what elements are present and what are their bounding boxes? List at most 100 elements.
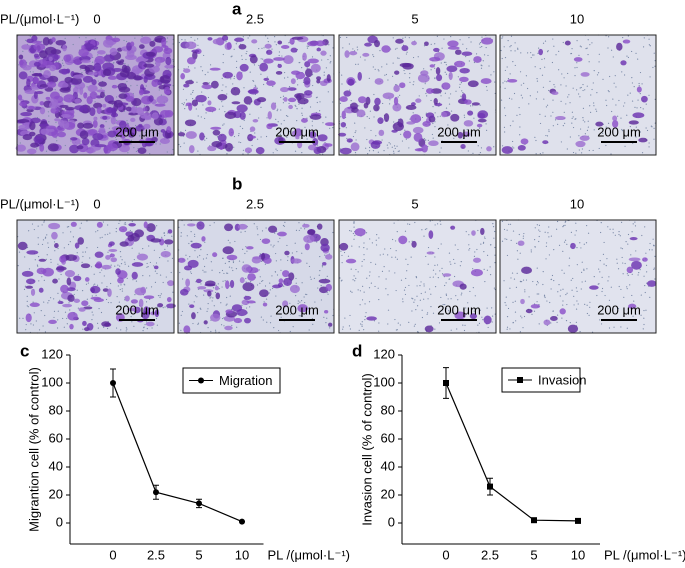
speck [444, 303, 446, 306]
cell [47, 143, 59, 152]
cell [33, 43, 46, 51]
speck [67, 243, 70, 246]
cell [78, 307, 86, 312]
speck [215, 291, 217, 294]
cell [290, 258, 302, 264]
cell [289, 284, 300, 294]
speck [146, 328, 148, 330]
cell [188, 145, 195, 154]
speck [297, 302, 299, 305]
cell [151, 79, 159, 87]
speck [159, 296, 161, 298]
cell [38, 287, 44, 293]
cell [143, 123, 151, 130]
speck [642, 46, 645, 48]
speck [254, 84, 256, 86]
speck [485, 46, 487, 49]
speck [340, 116, 342, 118]
speck [528, 296, 530, 298]
cell [204, 283, 216, 287]
speck [190, 230, 192, 233]
speck [36, 148, 38, 150]
cell [145, 51, 156, 57]
cell [249, 55, 258, 64]
speck [209, 64, 212, 66]
cell [457, 131, 463, 139]
speck [278, 51, 281, 53]
cell [270, 102, 277, 110]
cell [238, 44, 247, 50]
speck [106, 286, 108, 288]
speck [185, 254, 187, 256]
cell [345, 258, 357, 264]
speck [543, 294, 546, 296]
speck [394, 147, 396, 150]
speck [286, 136, 288, 138]
speck [359, 56, 362, 58]
cell [211, 141, 223, 148]
cell [403, 130, 412, 139]
speck [393, 121, 395, 123]
speck [484, 237, 486, 240]
speck [479, 151, 482, 154]
cell [69, 323, 74, 330]
speck [236, 60, 238, 62]
speck [130, 316, 132, 318]
speck [121, 290, 124, 292]
cell [401, 45, 409, 52]
speck [207, 308, 209, 310]
speck [87, 282, 89, 284]
speck [491, 321, 493, 323]
speck [155, 317, 158, 320]
speck [104, 234, 106, 236]
speck [197, 38, 199, 40]
speck [414, 221, 416, 224]
speck [172, 59, 174, 61]
speck [303, 296, 305, 298]
cell [128, 112, 139, 116]
speck [544, 40, 547, 42]
speck [172, 148, 174, 151]
cell [247, 273, 256, 281]
scale-bar-label: 200 μm [437, 124, 481, 139]
cell [304, 61, 311, 68]
speck [516, 242, 518, 244]
speck [648, 94, 650, 96]
speck [601, 276, 603, 278]
speck [558, 69, 560, 71]
cell [25, 313, 32, 323]
speck [434, 121, 436, 123]
series-line [445, 382, 579, 522]
cell [344, 50, 350, 58]
speck [581, 261, 583, 263]
speck [324, 254, 326, 256]
speck [394, 256, 397, 258]
scale-bar-label: 200 μm [275, 302, 319, 317]
cell [378, 129, 385, 137]
speck [296, 120, 298, 122]
speck [45, 258, 47, 260]
speck [96, 284, 99, 286]
speck [620, 117, 622, 119]
cell [339, 96, 348, 103]
speck [399, 94, 401, 96]
cell [414, 148, 424, 152]
speck [519, 134, 521, 136]
speck [623, 74, 626, 76]
speck [17, 265, 19, 267]
speck [590, 94, 592, 96]
speck [233, 146, 235, 148]
speck [486, 89, 488, 91]
speck [294, 150, 297, 152]
speck [413, 301, 415, 303]
speck [387, 294, 389, 296]
cell [340, 121, 347, 128]
speck [638, 82, 640, 85]
speck [424, 291, 426, 293]
speck [69, 309, 71, 311]
cell [326, 74, 331, 82]
speck [397, 150, 399, 152]
speck [437, 276, 439, 279]
speck [367, 153, 369, 155]
speck [32, 324, 34, 326]
